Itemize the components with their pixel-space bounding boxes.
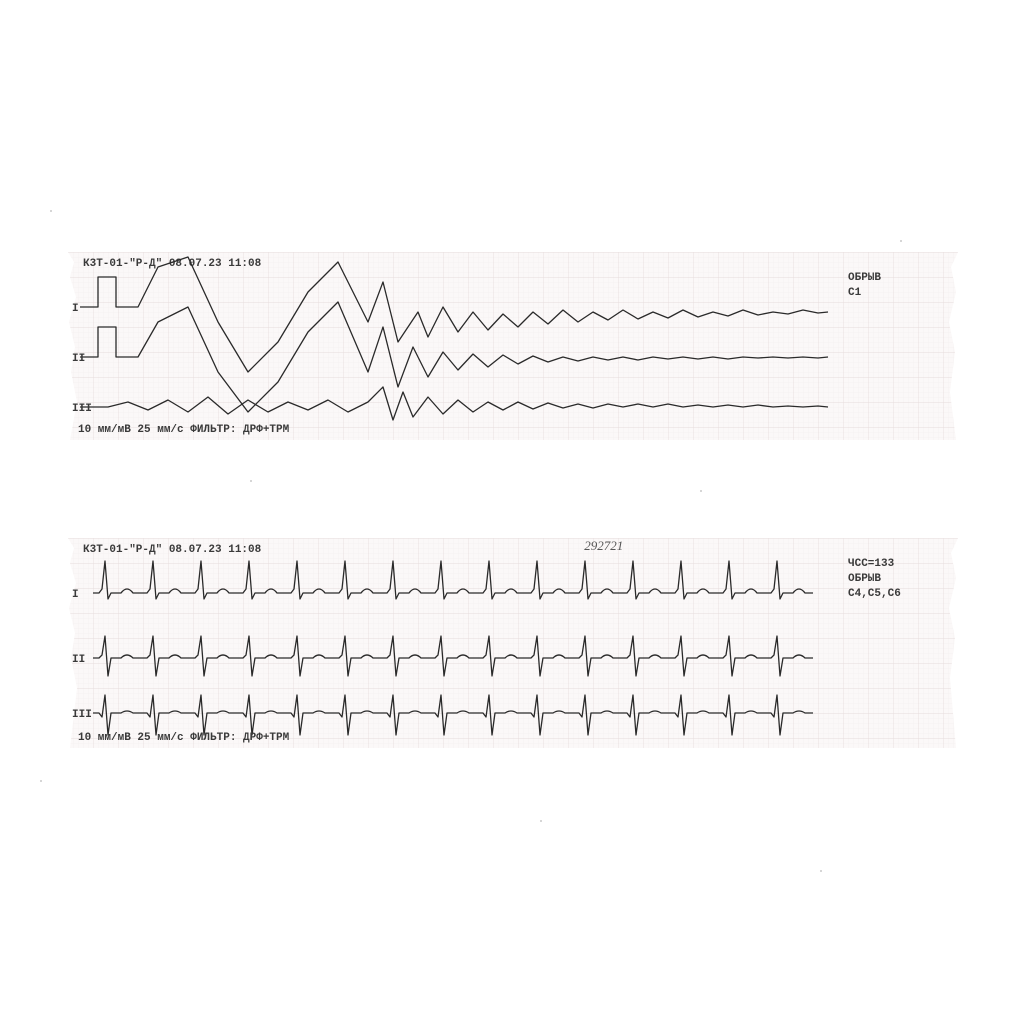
ecg-strip-2: К3Т-01-"Р-Д" 08.07.23 11:08292721IIIIII1… xyxy=(68,538,958,748)
scan-artifact xyxy=(540,820,542,822)
handwritten-note: 292721 xyxy=(584,538,623,553)
strip-annotation: C1 xyxy=(848,287,862,299)
strip-footer: 10 мм/мВ 25 мм/с ФИЛЬТР: ДРФ+ТРМ xyxy=(78,424,290,436)
strip-header: К3Т-01-"Р-Д" 08.07.23 11:08 xyxy=(83,258,262,270)
strip-annotation: ОБРЫВ xyxy=(848,272,881,284)
strip-header: К3Т-01-"Р-Д" 08.07.23 11:08 xyxy=(83,544,262,556)
scan-artifact xyxy=(250,480,252,482)
ecg-strip-1: К3Т-01-"Р-Д" 08.07.23 11:08IIIIII10 мм/м… xyxy=(68,252,958,440)
strip-annotation: ЧСС=133 xyxy=(848,558,895,570)
scan-artifact xyxy=(700,490,702,492)
lead-label: I xyxy=(72,303,79,315)
strip-annotation: ОБРЫВ xyxy=(848,573,881,585)
strip-footer: 10 мм/мВ 25 мм/с ФИЛЬТР: ДРФ+ТРМ xyxy=(78,732,290,744)
lead-label: III xyxy=(72,403,92,415)
lead-label: II xyxy=(72,654,85,666)
page-root: К3Т-01-"Р-Д" 08.07.23 11:08IIIIII10 мм/м… xyxy=(0,0,1024,1024)
lead-label: III xyxy=(72,709,92,721)
scan-artifact xyxy=(820,870,822,872)
scan-artifact xyxy=(900,240,902,242)
scan-artifact xyxy=(40,780,42,782)
strip-annotation: C4,C5,C6 xyxy=(848,588,901,600)
scan-artifact xyxy=(50,210,52,212)
lead-label: I xyxy=(72,589,79,601)
lead-label: II xyxy=(72,353,85,365)
